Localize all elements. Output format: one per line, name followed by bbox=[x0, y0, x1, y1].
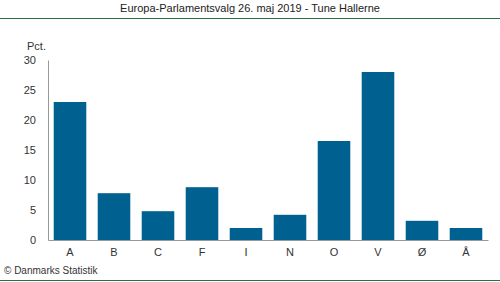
x-tick-label: I bbox=[244, 246, 247, 258]
x-tick: A bbox=[66, 240, 74, 258]
x-tick: N bbox=[286, 240, 294, 258]
x-tick: I bbox=[244, 240, 247, 258]
bar bbox=[98, 193, 131, 240]
x-tick: Å bbox=[462, 240, 470, 258]
y-tick-label: 10 bbox=[24, 174, 36, 186]
x-tick-label: Ø bbox=[418, 246, 427, 258]
x-tick-label: O bbox=[330, 246, 339, 258]
y-axis-title: Pct. bbox=[27, 40, 46, 52]
bar bbox=[186, 187, 219, 240]
title-rule bbox=[0, 18, 500, 19]
y-tick: 20 bbox=[24, 114, 48, 126]
y-axis: 0 5 10 15 20 25 30 bbox=[24, 54, 49, 246]
x-tick: Ø bbox=[418, 240, 427, 258]
y-tick-label: 25 bbox=[24, 84, 36, 96]
y-tick-label: 20 bbox=[24, 114, 36, 126]
source: © Danmarks Statistik bbox=[4, 265, 99, 276]
bar bbox=[450, 228, 483, 240]
bar bbox=[142, 211, 175, 240]
y-tick: 0 bbox=[30, 234, 48, 246]
y-tick: 10 bbox=[24, 174, 48, 186]
x-tick-label: F bbox=[199, 246, 206, 258]
x-tick: O bbox=[330, 240, 339, 258]
y-tick: 25 bbox=[24, 84, 48, 96]
x-tick-label: V bbox=[374, 246, 382, 258]
x-tick-label: C bbox=[154, 246, 162, 258]
x-axis-line bbox=[49, 240, 489, 241]
x-tick-label: B bbox=[110, 246, 117, 258]
bar bbox=[362, 72, 395, 240]
bar bbox=[230, 228, 263, 240]
x-tick: V bbox=[374, 240, 382, 258]
bar bbox=[274, 215, 307, 240]
y-axis-line bbox=[48, 61, 49, 241]
y-tick: 15 bbox=[24, 144, 48, 156]
x-tick: B bbox=[110, 240, 117, 258]
title: Europa-Parlamentsvalg 26. maj 2019 - Tun… bbox=[120, 2, 380, 14]
x-axis: ABCFINOVØÅ bbox=[49, 240, 489, 258]
y-tick: 30 bbox=[24, 54, 48, 66]
x-tick-label: N bbox=[286, 246, 294, 258]
x-tick-label: Å bbox=[462, 246, 470, 258]
y-tick-label: 0 bbox=[30, 234, 36, 246]
y-tick-label: 5 bbox=[30, 204, 36, 216]
bar bbox=[318, 141, 351, 240]
bar bbox=[406, 221, 439, 240]
y-tick: 5 bbox=[30, 204, 48, 216]
y-tick-label: 15 bbox=[24, 144, 36, 156]
bars bbox=[54, 72, 483, 240]
bottom-rule bbox=[0, 280, 500, 281]
chart: Europa-Parlamentsvalg 26. maj 2019 - Tun… bbox=[0, 0, 500, 282]
bar bbox=[54, 102, 87, 240]
x-tick: F bbox=[199, 240, 206, 258]
x-tick-label: A bbox=[66, 246, 74, 258]
x-tick: C bbox=[154, 240, 162, 258]
y-tick-label: 30 bbox=[24, 54, 36, 66]
